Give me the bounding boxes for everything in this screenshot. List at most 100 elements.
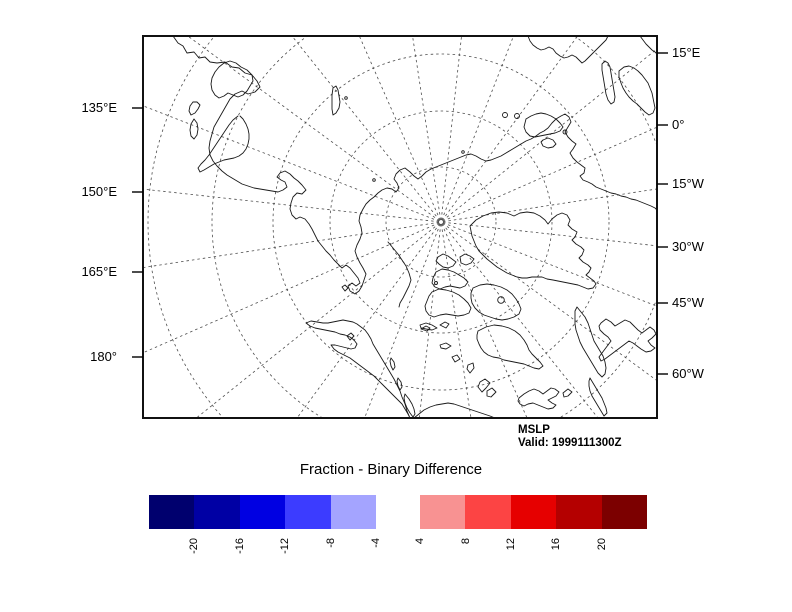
colorbar-tick-label: -4 (370, 538, 382, 548)
colorbar-segment (330, 495, 377, 529)
coastline (435, 253, 457, 269)
colorbar-negative (149, 495, 377, 529)
colorbar-tick-label: 8 (460, 538, 472, 545)
graticule-meridian (442, 48, 657, 222)
coastline (618, 65, 656, 116)
graticule-meridian (143, 222, 440, 354)
coastline (527, 36, 609, 64)
longitude-label-right: 0° (672, 117, 685, 132)
coastline (517, 387, 560, 410)
longitude-label-right: 30°W (672, 239, 704, 254)
colorbar-tick-label: -16 (234, 538, 246, 554)
coastline (341, 284, 349, 292)
longitude-label-left: 180° (90, 349, 117, 364)
graticule-meridian (441, 36, 579, 221)
graticule-meridian (442, 222, 657, 382)
longitude-label-left: 135°E (81, 100, 117, 115)
graticule-meridian (441, 36, 514, 221)
colorbar-segment (285, 495, 331, 529)
colorbar-tick-label: -8 (325, 538, 337, 548)
colorbar-segment (239, 495, 286, 529)
longitude-label-right: 15°W (672, 176, 704, 191)
islet (461, 150, 465, 154)
graticule-meridian (296, 223, 441, 418)
coastline (639, 36, 657, 55)
coastline (574, 306, 607, 378)
coastline (396, 377, 403, 391)
graticule-parallel (385, 166, 497, 278)
coastline (403, 393, 416, 418)
coastline (523, 112, 564, 138)
longitude-label-left: 150°E (81, 184, 117, 199)
graticule-meridian (440, 223, 472, 418)
coastline (331, 85, 341, 116)
islet (562, 129, 568, 135)
colorbar-positive (420, 495, 648, 529)
graticule-parallel (272, 53, 610, 391)
colorbar-segment (510, 495, 557, 529)
coastline (197, 115, 250, 173)
graticule-meridian (442, 221, 657, 247)
islet (434, 281, 438, 285)
coastline (477, 378, 491, 393)
coastline (476, 324, 544, 370)
graticule-meridian (143, 105, 440, 222)
coastline (419, 322, 438, 331)
annotation-block: MSLP Valid: 1999111300Z (518, 424, 622, 450)
graticule-parallel (147, 36, 224, 418)
graticule-meridian (442, 188, 657, 223)
graticule-meridian (187, 36, 440, 222)
coastline (189, 118, 199, 140)
coastline (424, 288, 472, 318)
field-label: MSLP (518, 424, 550, 436)
colorbar-segment (556, 495, 602, 529)
graticule-meridian (195, 222, 440, 418)
graticule-meridian (358, 36, 441, 221)
colorbar-tick-label: 12 (505, 538, 517, 551)
coastline (188, 101, 201, 116)
coastline (470, 283, 522, 321)
valid-time-label: Valid: 1999111300Z (518, 437, 622, 449)
colorbar-tick-label: 20 (596, 538, 608, 551)
coastline (305, 319, 411, 418)
colorbar-segment (601, 495, 648, 529)
longitude-label-left: 165°E (81, 264, 117, 279)
coastline (601, 60, 616, 105)
graticule-meridian (143, 221, 440, 269)
coastline (439, 321, 450, 329)
coastline (439, 342, 452, 350)
map-frame (142, 35, 658, 419)
coastline (466, 362, 475, 374)
coastline (598, 318, 657, 362)
coastline (420, 325, 431, 332)
colorbar-tick-label: -12 (279, 538, 291, 554)
coastline (588, 377, 608, 417)
graticule-parallel (329, 110, 553, 334)
graticule-meridian (364, 223, 441, 418)
islet (344, 96, 348, 100)
coastline (562, 388, 573, 398)
coastline (486, 387, 497, 398)
coastline (469, 211, 597, 290)
coastline (431, 268, 469, 290)
colorbar-tick-label: -20 (188, 538, 200, 554)
graticule-meridian (412, 36, 442, 221)
colorbar-segment (194, 495, 240, 529)
colorbar-tick-label: 4 (414, 538, 426, 545)
graticule-meridian (441, 223, 599, 418)
coastline (389, 357, 396, 371)
graticule-meridian (291, 36, 441, 221)
colorbar-segment (465, 495, 511, 529)
graticule-meridian (143, 188, 440, 223)
colorbar-segment (420, 495, 466, 529)
coastline (210, 60, 254, 99)
islet (372, 178, 376, 182)
longitude-label-right: 45°W (672, 295, 704, 310)
colorbar-segment (149, 495, 195, 529)
islet (497, 296, 505, 304)
graticule-meridian (441, 223, 528, 418)
